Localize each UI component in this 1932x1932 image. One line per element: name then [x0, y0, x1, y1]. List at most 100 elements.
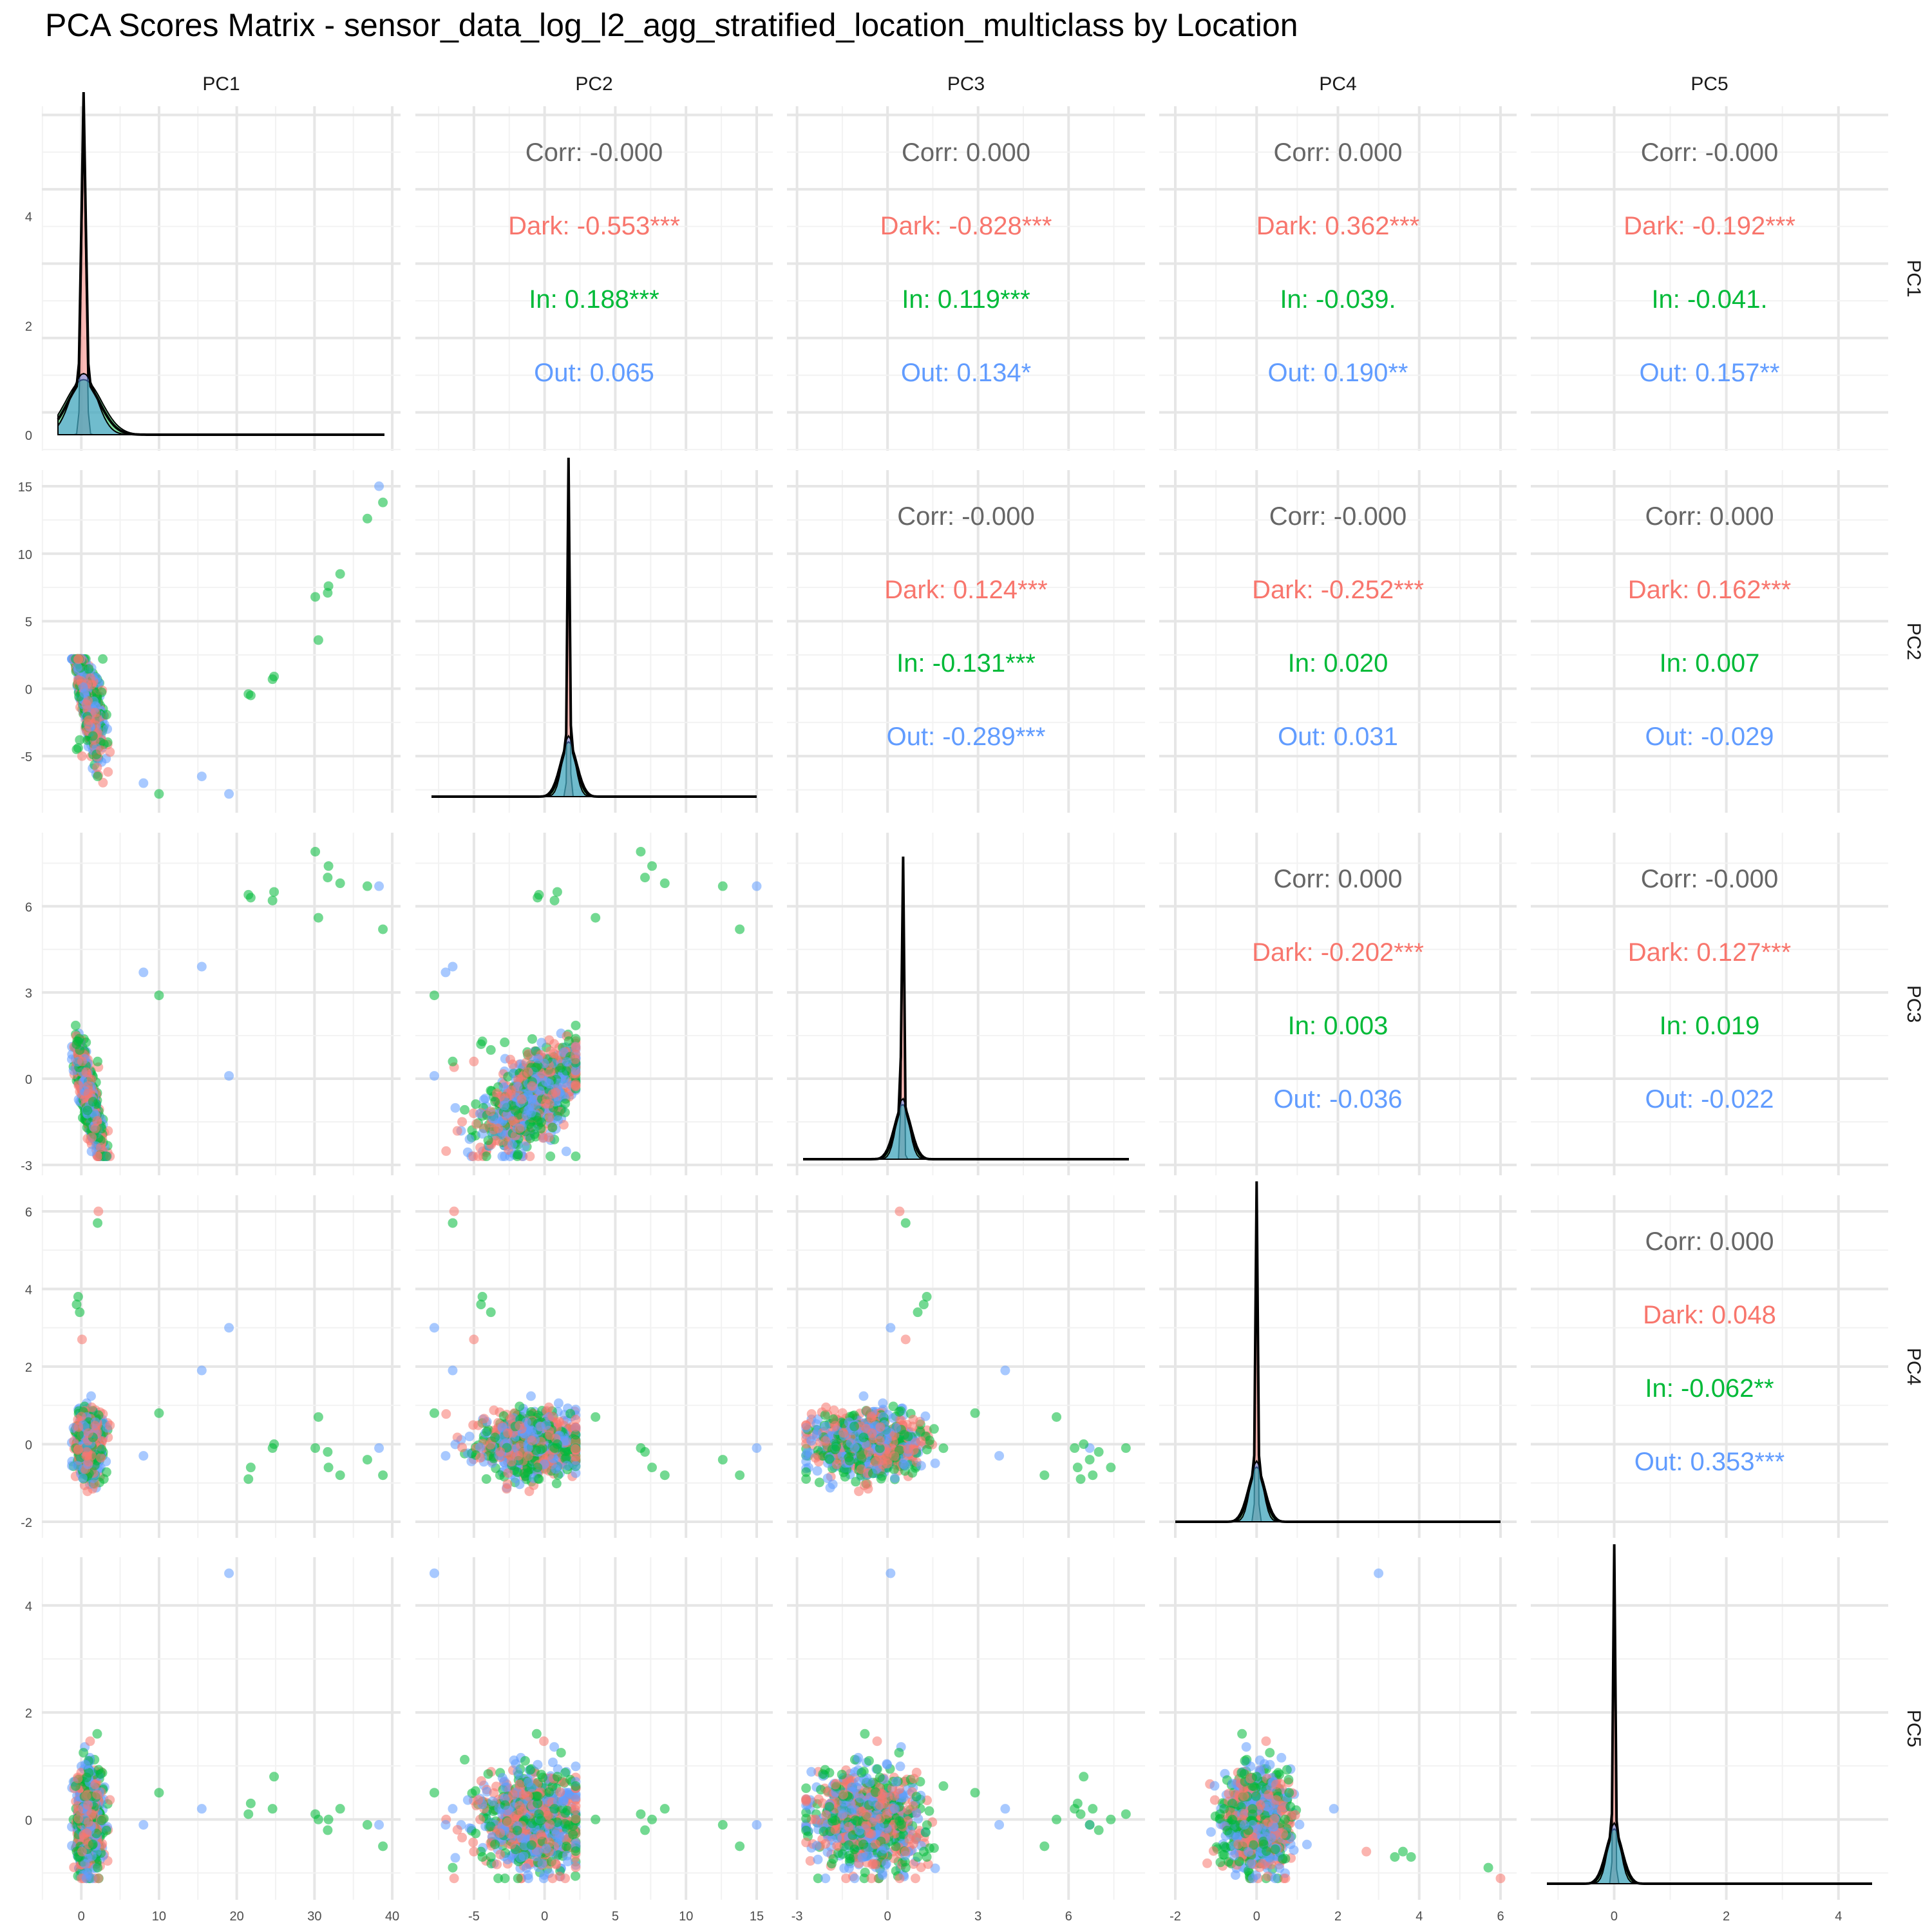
point-in	[267, 674, 278, 685]
point-out	[497, 1151, 507, 1162]
point-in	[154, 789, 164, 799]
point-out	[224, 1071, 234, 1081]
point-dark	[95, 745, 106, 755]
panel-grid	[787, 833, 1145, 1175]
point-in	[154, 990, 164, 1001]
point-in	[101, 1151, 111, 1162]
scatter-panel	[66, 481, 388, 799]
point-out	[196, 772, 207, 782]
point-dark	[503, 1428, 513, 1438]
point-dark	[475, 1453, 486, 1463]
point-in	[98, 654, 108, 664]
point-in	[267, 1443, 278, 1454]
corr-group-label: Dark: -0.252***	[1252, 576, 1424, 604]
panel-grid	[1531, 106, 1888, 451]
point-dark	[506, 1457, 516, 1467]
point-in	[735, 1470, 745, 1481]
point-dark	[508, 1115, 518, 1126]
corr-overall-label: Corr: -0.000	[1641, 138, 1778, 167]
point-out	[551, 1464, 561, 1474]
point-in	[476, 1039, 486, 1049]
point-in	[561, 1066, 571, 1076]
point-out	[533, 1054, 543, 1064]
point-dark	[77, 751, 87, 761]
point-dark	[544, 1402, 554, 1412]
point-dark	[475, 1142, 486, 1153]
point-in	[70, 1020, 80, 1030]
point-dark	[525, 1151, 535, 1162]
panel-grid	[787, 106, 1145, 451]
point-in	[512, 1467, 522, 1477]
point-dark	[493, 1123, 504, 1133]
column-strip-label: PC3	[947, 73, 985, 95]
point-in	[551, 1479, 562, 1489]
point-in	[93, 1218, 103, 1228]
point-out	[464, 1432, 475, 1442]
point-dark	[90, 1123, 100, 1133]
corr-group-label: In: 0.188***	[529, 285, 659, 314]
point-in	[481, 1474, 491, 1484]
point-dark	[90, 708, 100, 718]
corr-group-label: In: 0.007	[1660, 649, 1760, 677]
point-dark	[83, 1428, 93, 1438]
density-panel	[803, 857, 1129, 1160]
point-out	[480, 1094, 491, 1104]
point-in	[515, 1401, 525, 1412]
point-in	[531, 1062, 542, 1072]
density-overall-line	[57, 91, 384, 436]
corr-overall-label: Corr: 0.000	[1645, 502, 1774, 531]
point-dark	[73, 1081, 84, 1091]
point-in	[591, 913, 601, 923]
point-in	[448, 1218, 458, 1228]
point-in	[571, 1151, 581, 1162]
panel-grid	[41, 106, 401, 451]
point-in	[460, 1104, 470, 1115]
point-dark	[83, 1088, 93, 1099]
point-dark	[502, 1479, 513, 1489]
point-out	[752, 1443, 762, 1454]
point-in	[82, 1105, 93, 1115]
point-dark	[441, 1146, 451, 1156]
corr-group-label: In: -0.039.	[1280, 285, 1396, 314]
point-dark	[77, 1334, 87, 1345]
point-dark	[105, 747, 115, 757]
density-panel	[57, 91, 384, 436]
point-in	[640, 873, 650, 883]
point-out	[464, 1134, 475, 1144]
point-out	[72, 662, 82, 672]
corr-group-label: Out: 0.190**	[1268, 359, 1408, 387]
point-in	[510, 1105, 520, 1115]
point-in	[313, 635, 323, 645]
corr-group-label: In: 0.119***	[902, 285, 1030, 314]
point-in	[310, 846, 321, 857]
density-overall-line	[803, 857, 1129, 1160]
density-out	[57, 372, 384, 435]
point-in	[88, 731, 98, 741]
point-dark	[515, 1421, 525, 1431]
density-out	[431, 734, 757, 797]
point-dark	[73, 654, 84, 664]
point-out	[561, 1146, 571, 1157]
point-out	[535, 1086, 545, 1096]
scatter-panel	[429, 846, 762, 1162]
scatter-panel	[66, 846, 388, 1162]
corr-group-label: Dark: 0.124***	[884, 576, 1047, 604]
corr-group-label: In: -0.131***	[896, 649, 1036, 677]
point-in	[378, 497, 388, 507]
point-dark	[505, 1054, 515, 1065]
point-in	[75, 1045, 85, 1055]
point-dark	[95, 1453, 106, 1463]
point-dark	[473, 1420, 484, 1430]
point-out	[535, 1421, 545, 1432]
point-in	[101, 710, 111, 720]
point-in	[429, 1408, 439, 1418]
point-dark	[547, 1089, 558, 1099]
point-in	[93, 1056, 103, 1066]
point-in	[647, 861, 658, 871]
point-in	[267, 895, 278, 905]
chart-title: PCA Scores Matrix - sensor_data_log_l2_a…	[45, 7, 1298, 43]
point-dark	[527, 1435, 537, 1446]
point-dark	[77, 1056, 87, 1066]
point-in	[659, 1470, 670, 1481]
